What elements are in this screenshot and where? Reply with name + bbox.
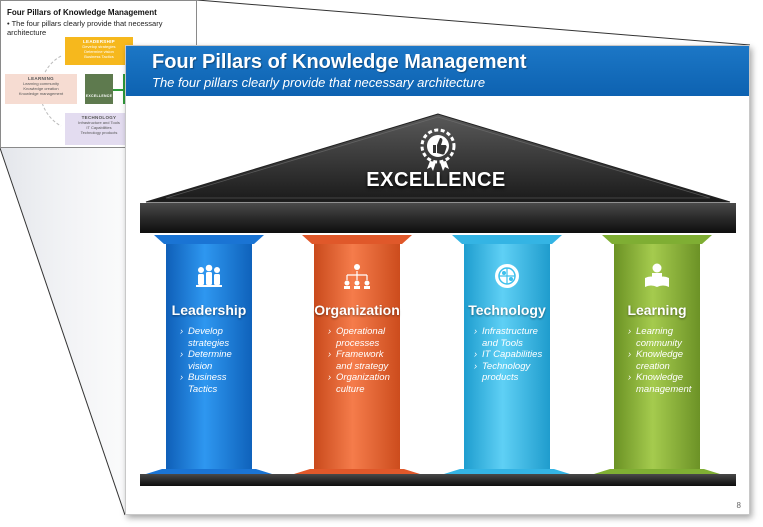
thumbnail-title: Four Pillars of Knowledge Management	[7, 8, 157, 17]
thumbnail-box-excellence: EXCELLENCE	[85, 74, 113, 104]
temple-roof	[145, 113, 731, 203]
list-item: Knowledge creation	[628, 349, 702, 372]
list-item: Determine vision	[180, 349, 254, 372]
list-item: Develop strategies	[180, 326, 254, 349]
slide-title: Four Pillars of Knowledge Management	[152, 51, 527, 73]
list-item: Business Tactics	[180, 372, 254, 395]
list-item: IT Capabilities	[474, 349, 552, 361]
org-chart-icon	[344, 264, 370, 289]
thumbnail-box-learning: LEARNING Learning community Knowledge cr…	[5, 74, 77, 104]
globe-network-icon	[495, 264, 519, 288]
people-group-icon	[196, 264, 222, 287]
list-item: Organization culture	[328, 372, 402, 395]
pillar-learning-title: Learning	[627, 302, 687, 318]
pillar-learning-list: Learning community Knowledge creation Kn…	[628, 326, 702, 395]
pillar-leadership-list: Develop strategies Determine vision Busi…	[180, 326, 254, 395]
list-item: Operational processes	[328, 326, 402, 349]
pillar-leadership-title: Leadership	[171, 302, 247, 318]
list-item: Framework and strategy	[328, 349, 402, 372]
pillar-technology-title: Technology	[468, 302, 546, 318]
page-number: 8	[736, 501, 741, 510]
main-slide: Four Pillars of Knowledge Management The…	[125, 45, 750, 515]
badge-thumbs-up-icon	[420, 128, 456, 171]
pillar-leadership-text: Leadership Develop strategies Determine …	[166, 296, 252, 466]
slide-subtitle: The four pillars clearly provide that ne…	[152, 75, 486, 90]
list-item: Technology products	[474, 361, 552, 384]
temple-architrave	[140, 203, 736, 233]
title-banner	[126, 46, 749, 96]
pillar-organization-title: Organization	[314, 302, 400, 318]
reading-person-icon	[645, 263, 669, 287]
thumbnail-bullet: • The four pillars clearly provide that …	[7, 19, 163, 37]
pillar-technology-text: Technology Infrastructure and Tools IT C…	[464, 296, 550, 466]
list-item: Knowledge management	[628, 372, 702, 395]
list-item: Infrastructure and Tools	[474, 326, 552, 349]
pillar-organization-list: Operational processes Framework and stra…	[328, 326, 402, 395]
thumbnail-box-technology: TECHNOLOGY Infrastructure and Tools IT C…	[65, 113, 133, 145]
pillar-technology-list: Infrastructure and Tools IT Capabilities…	[474, 326, 552, 384]
list-item: Learning community	[628, 326, 702, 349]
thumbnail-box-leadership: LEADERSHIP Develop strategies Determine …	[65, 37, 133, 65]
pillar-learning-text: Learning Learning community Knowledge cr…	[614, 296, 700, 466]
pillar-organization-text: Organization Operational processes Frame…	[314, 296, 400, 466]
roof-label: EXCELLENCE	[366, 169, 506, 191]
temple-base	[140, 474, 736, 486]
